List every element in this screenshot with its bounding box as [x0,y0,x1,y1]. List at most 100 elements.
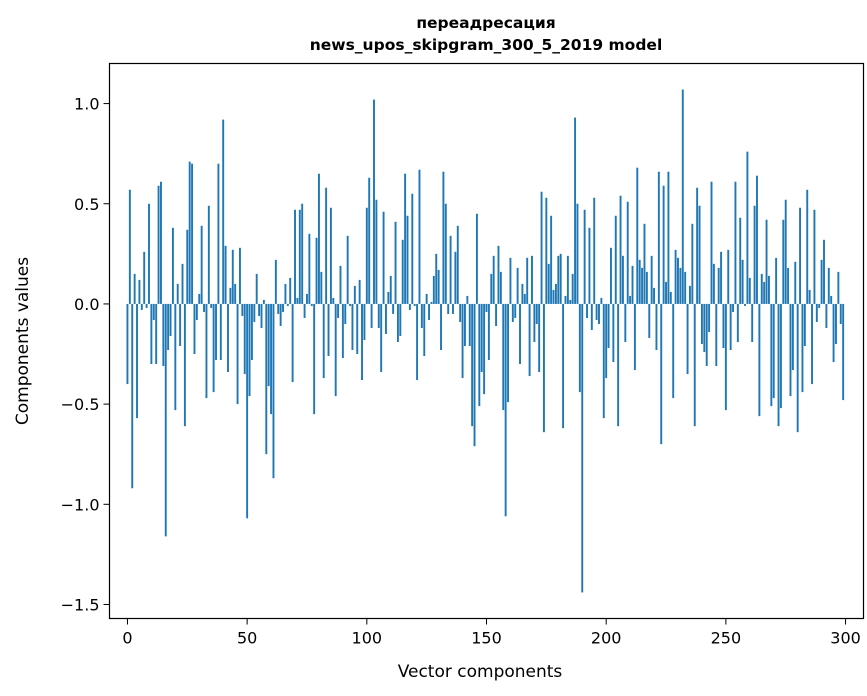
bar [262,299,265,304]
bar [600,297,603,304]
bar [174,303,177,411]
y-tick-label: 0.0 [74,295,99,314]
bar [480,303,483,373]
y-axis-label: Components values [13,257,33,425]
bar [464,303,466,347]
bar [832,303,835,363]
bar [229,287,232,304]
bar [452,303,454,314]
bar [286,303,289,306]
bar [770,303,773,407]
bar [461,303,464,379]
bar [212,303,215,393]
bar [155,303,158,365]
bar [303,303,306,318]
bar [741,259,744,304]
bar [562,303,565,429]
bar [674,249,677,304]
bar [191,163,194,304]
bar [442,171,445,304]
bar [557,255,560,304]
bar [131,303,134,489]
bar [684,271,687,304]
bar [385,303,387,334]
bar [677,257,679,304]
bar [315,237,318,304]
bar [375,199,378,304]
bar [444,203,447,304]
bar [143,251,146,304]
bar [210,303,213,308]
bar [533,303,536,342]
bar [578,303,581,393]
bar [387,291,390,304]
bar [267,303,270,387]
bar [136,303,138,419]
x-tick-label: 0 [122,629,132,648]
bar [803,303,806,347]
bar [339,265,342,304]
chart-title: переадресация [416,14,555,32]
bar [401,239,404,304]
bar [583,209,586,304]
bar [447,303,450,314]
bar [416,303,419,381]
bar [720,251,723,304]
bar [607,303,610,349]
bar [454,251,457,304]
x-tick-label: 50 [237,629,257,648]
bar [691,223,694,304]
bar [787,267,790,304]
bar [566,255,569,304]
bar [507,303,509,403]
bar [207,205,210,304]
bar [181,263,184,304]
bar [729,303,732,351]
bar [681,89,684,304]
bar [595,303,598,320]
bar [193,303,196,355]
bar [789,303,792,397]
bar [284,283,287,304]
bar [167,303,170,351]
x-tick-label: 150 [471,629,502,648]
bar [200,225,203,304]
bar [712,263,715,304]
bar [495,303,498,326]
y-tick-label: 0.5 [74,195,99,214]
bar [574,117,577,304]
bar [234,283,237,304]
bar [825,303,828,328]
bar [818,303,821,308]
bar [813,209,816,304]
bar [162,303,165,367]
bar [545,197,548,304]
bar [748,277,751,304]
bar [377,303,380,328]
bar [554,283,557,304]
bar [617,303,620,427]
bar [815,303,818,322]
bar [753,205,756,304]
bar [650,255,653,304]
bar [432,275,435,304]
x-tick-label: 100 [352,629,383,648]
bar [667,171,670,304]
bar [693,303,696,427]
y-tick-label: −1.5 [61,595,100,614]
bar [547,263,550,304]
bar [662,185,665,304]
bar [528,303,531,377]
bar [231,249,234,304]
bar [475,213,478,304]
bar [758,303,761,417]
bar [531,255,533,304]
bar [523,293,526,304]
bar [392,303,395,314]
bar [756,175,758,304]
bar [516,267,519,304]
bar [519,303,521,365]
bar [241,303,244,316]
bar [588,227,591,304]
